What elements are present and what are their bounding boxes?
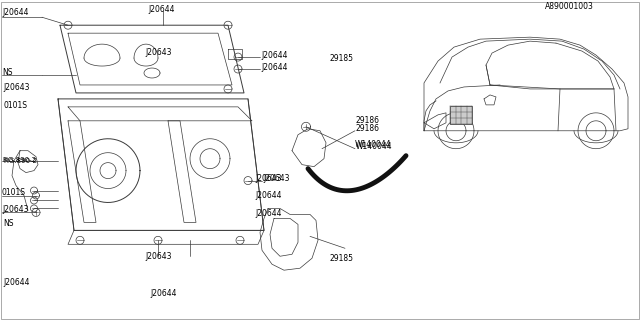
Text: A890001003: A890001003	[545, 2, 594, 11]
Text: J20644: J20644	[2, 8, 29, 17]
Text: J20644: J20644	[261, 63, 287, 72]
Text: J20644: J20644	[261, 51, 287, 60]
Text: J20643: J20643	[145, 48, 172, 57]
Text: NS: NS	[2, 68, 13, 77]
Text: 0101S: 0101S	[2, 188, 26, 197]
Text: J20643: J20643	[2, 205, 29, 214]
Text: W140044: W140044	[356, 142, 392, 151]
Text: J20644: J20644	[255, 191, 282, 201]
Text: FIG.890-2: FIG.890-2	[3, 158, 37, 164]
Text: J20644: J20644	[3, 278, 29, 287]
Text: 29186: 29186	[355, 116, 379, 125]
Text: J20644: J20644	[150, 289, 177, 298]
Text: J20643: J20643	[3, 83, 29, 92]
Text: 0101S: 0101S	[3, 101, 27, 110]
Text: J20643: J20643	[263, 173, 289, 183]
Text: NS: NS	[3, 220, 13, 228]
Text: W140044: W140044	[355, 140, 392, 149]
Text: FIG.890-2: FIG.890-2	[2, 157, 36, 163]
Text: J20643: J20643	[255, 173, 282, 183]
Text: J20643: J20643	[145, 252, 172, 261]
Bar	[450, 106, 472, 124]
Text: 29185: 29185	[330, 254, 354, 263]
Text: 29186: 29186	[356, 124, 380, 133]
Text: J20644: J20644	[148, 5, 175, 14]
Text: 29185: 29185	[330, 54, 354, 63]
Text: J20644: J20644	[255, 209, 282, 219]
